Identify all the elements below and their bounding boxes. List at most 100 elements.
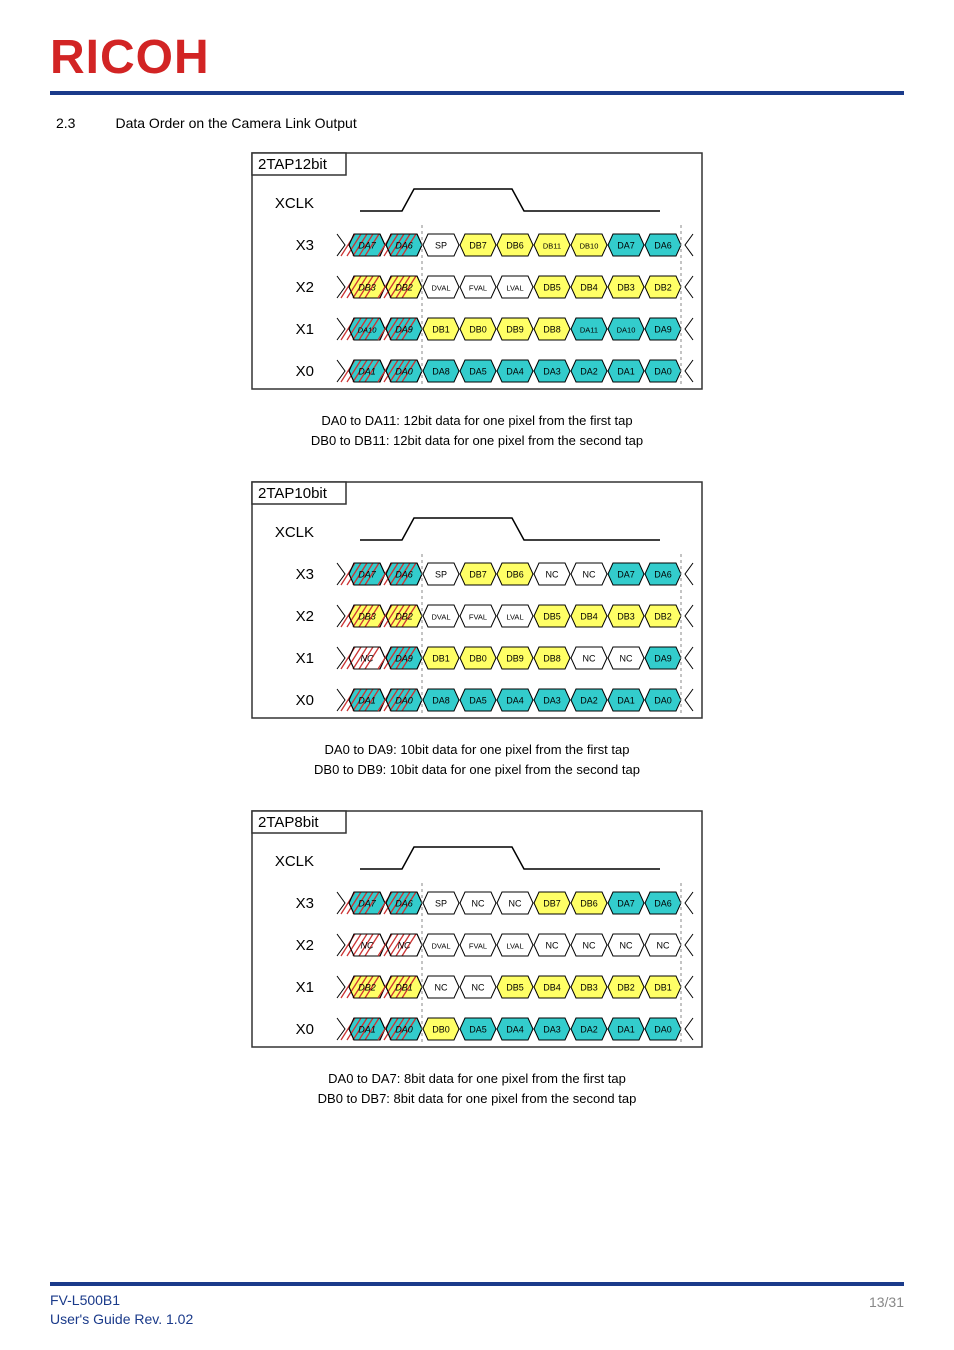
- footer-product: FV-L500B1: [50, 1292, 120, 1308]
- svg-text:DB2: DB2: [395, 283, 413, 293]
- svg-text:X3: X3: [296, 895, 314, 912]
- svg-text:SP: SP: [435, 899, 447, 909]
- svg-text:DA9: DA9: [395, 654, 413, 664]
- svg-text:X0: X0: [296, 1021, 314, 1038]
- svg-text:X1: X1: [296, 321, 314, 338]
- svg-text:NC: NC: [435, 983, 448, 993]
- svg-text:X1: X1: [296, 979, 314, 996]
- svg-text:DB3: DB3: [358, 283, 376, 293]
- svg-text:SP: SP: [435, 241, 447, 251]
- svg-text:NC: NC: [361, 654, 374, 664]
- svg-text:2TAP8bit: 2TAP8bit: [258, 814, 319, 831]
- svg-text:DA5: DA5: [469, 696, 487, 706]
- svg-text:2TAP12bit: 2TAP12bit: [258, 156, 328, 173]
- svg-text:DB7: DB7: [469, 570, 487, 580]
- svg-text:DB8: DB8: [543, 654, 561, 664]
- svg-text:DA3: DA3: [543, 367, 561, 377]
- svg-text:DB4: DB4: [580, 283, 598, 293]
- svg-text:DA0: DA0: [395, 696, 413, 706]
- svg-text:NC: NC: [398, 941, 411, 951]
- svg-text:DB4: DB4: [543, 983, 561, 993]
- svg-text:DB2: DB2: [358, 983, 376, 993]
- svg-text:DA9: DA9: [654, 325, 672, 335]
- header-rule: [50, 91, 904, 95]
- svg-text:DA7: DA7: [617, 899, 635, 909]
- svg-text:DB5: DB5: [543, 612, 561, 622]
- svg-text:DA1: DA1: [617, 696, 635, 706]
- svg-text:DA2: DA2: [580, 696, 598, 706]
- svg-text:DB2: DB2: [654, 612, 672, 622]
- svg-text:DB3: DB3: [617, 283, 635, 293]
- svg-text:DB7: DB7: [543, 899, 561, 909]
- footer-left: FV-L500B1 User's Guide Rev. 1.02: [50, 1291, 193, 1330]
- footer-guide: User's Guide Rev. 1.02: [50, 1311, 193, 1327]
- caption-10bit-line1: DA0 to DA9: 10bit data for one pixel fro…: [325, 742, 630, 757]
- svg-text:DA4: DA4: [506, 1025, 524, 1035]
- svg-text:DB10: DB10: [580, 242, 599, 251]
- caption-12bit-line1: DA0 to DA11: 12bit data for one pixel fr…: [321, 413, 632, 428]
- svg-text:DVAL: DVAL: [431, 942, 450, 951]
- svg-text:DB5: DB5: [543, 283, 561, 293]
- svg-text:DB0: DB0: [469, 654, 487, 664]
- svg-text:NC: NC: [620, 941, 633, 951]
- svg-text:DB1: DB1: [395, 983, 413, 993]
- caption-8bit: DA0 to DA7: 8bit data for one pixel from…: [318, 1069, 637, 1108]
- svg-text:DA7: DA7: [617, 241, 635, 251]
- svg-text:NC: NC: [472, 983, 485, 993]
- svg-text:NC: NC: [546, 570, 559, 580]
- svg-text:X2: X2: [296, 608, 314, 625]
- svg-text:DA6: DA6: [395, 241, 413, 251]
- svg-text:DA0: DA0: [654, 1025, 672, 1035]
- svg-text:XCLK: XCLK: [275, 853, 314, 870]
- svg-text:FVAL: FVAL: [469, 613, 487, 622]
- diagram-2tap12bit: 2TAP12bitXCLKX3DA7DA6SPDB7DB6DB11DB10DA7…: [242, 145, 712, 395]
- svg-text:DA1: DA1: [358, 367, 376, 377]
- svg-text:LVAL: LVAL: [506, 613, 523, 622]
- svg-text:X0: X0: [296, 363, 314, 380]
- svg-text:DB2: DB2: [617, 983, 635, 993]
- svg-text:NC: NC: [472, 899, 485, 909]
- logo: RICOH: [50, 30, 904, 85]
- diagrams-container: 2TAP12bitXCLKX3DA7DA6SPDB7DB6DB11DB10DA7…: [50, 145, 904, 1126]
- svg-text:X2: X2: [296, 937, 314, 954]
- svg-text:DA6: DA6: [654, 570, 672, 580]
- svg-text:DA11: DA11: [580, 326, 598, 335]
- svg-text:DA1: DA1: [358, 696, 376, 706]
- svg-text:DA7: DA7: [617, 570, 635, 580]
- svg-text:DA0: DA0: [395, 367, 413, 377]
- section-heading: 2.3 Data Order on the Camera Link Output: [50, 115, 904, 131]
- svg-text:DA9: DA9: [654, 654, 672, 664]
- svg-text:DA0: DA0: [654, 367, 672, 377]
- svg-text:DA6: DA6: [395, 570, 413, 580]
- svg-text:DA4: DA4: [506, 696, 524, 706]
- svg-text:DB2: DB2: [395, 612, 413, 622]
- svg-text:LVAL: LVAL: [506, 284, 523, 293]
- svg-text:DA1: DA1: [617, 367, 635, 377]
- svg-text:DA0: DA0: [395, 1025, 413, 1035]
- svg-text:DB6: DB6: [506, 241, 524, 251]
- svg-text:DA2: DA2: [580, 367, 598, 377]
- svg-text:DB1: DB1: [432, 325, 450, 335]
- section-title: Data Order on the Camera Link Output: [115, 115, 356, 131]
- svg-text:DB6: DB6: [580, 899, 598, 909]
- svg-text:DA6: DA6: [654, 241, 672, 251]
- svg-text:NC: NC: [546, 941, 559, 951]
- svg-text:NC: NC: [657, 941, 670, 951]
- footer-rule: [50, 1282, 904, 1286]
- svg-text:DA1: DA1: [358, 1025, 376, 1035]
- svg-text:DB5: DB5: [506, 983, 524, 993]
- svg-text:DA8: DA8: [432, 367, 450, 377]
- svg-text:XCLK: XCLK: [275, 524, 314, 541]
- svg-text:DB9: DB9: [506, 654, 524, 664]
- caption-8bit-line2: DB0 to DB7: 8bit data for one pixel from…: [318, 1091, 637, 1106]
- svg-text:DA7: DA7: [358, 241, 377, 251]
- svg-text:DB3: DB3: [617, 612, 635, 622]
- svg-text:DA5: DA5: [469, 367, 487, 377]
- svg-text:DB7: DB7: [469, 241, 487, 251]
- svg-text:X3: X3: [296, 566, 314, 583]
- caption-12bit: DA0 to DA11: 12bit data for one pixel fr…: [311, 411, 643, 450]
- svg-text:NC: NC: [361, 941, 374, 951]
- svg-text:DA3: DA3: [543, 696, 561, 706]
- svg-text:DVAL: DVAL: [431, 284, 450, 293]
- svg-text:FVAL: FVAL: [469, 284, 487, 293]
